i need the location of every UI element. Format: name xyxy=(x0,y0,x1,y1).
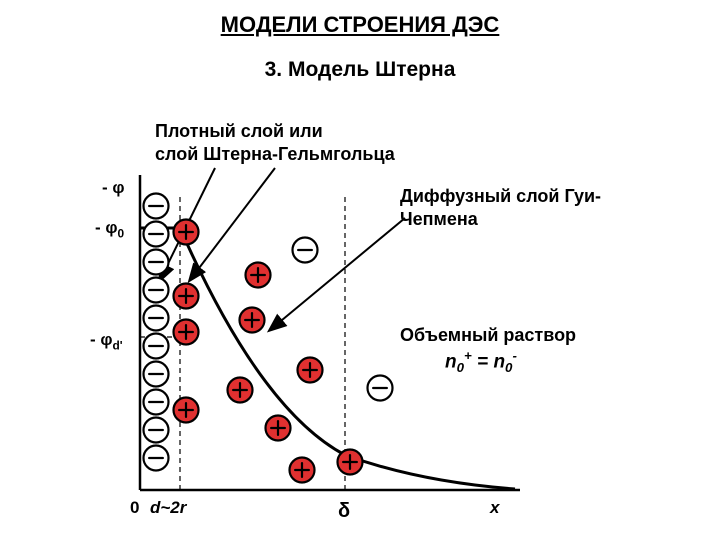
gouy-arrow xyxy=(270,218,405,330)
stern-model-diagram xyxy=(0,0,720,540)
